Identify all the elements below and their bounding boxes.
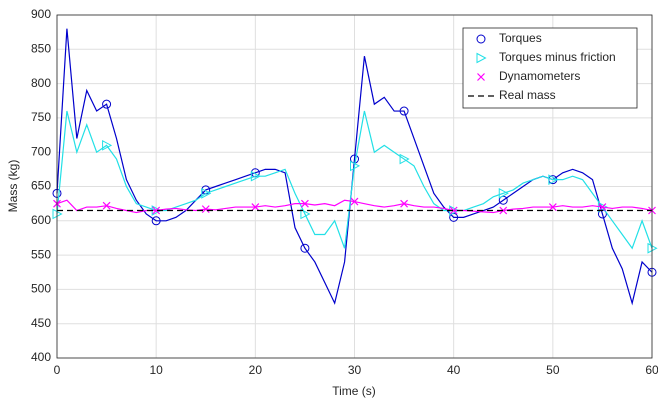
marker	[251, 203, 260, 212]
x-tick-label: 10	[149, 363, 163, 377]
legend-label: Real mass	[499, 88, 556, 102]
marker	[102, 99, 112, 109]
x-tick-label: 40	[447, 363, 461, 377]
marker	[350, 160, 361, 172]
marker	[201, 205, 210, 214]
marker	[400, 199, 409, 208]
marker	[548, 174, 559, 185]
y-tick-label: 700	[31, 144, 51, 158]
legend-label: Torques	[499, 31, 542, 45]
legend-marker	[476, 52, 487, 64]
marker	[548, 203, 557, 212]
legend-label: Torques minus friction	[499, 50, 616, 64]
y-tick-label: 850	[31, 41, 51, 55]
marker	[250, 170, 261, 182]
y-tick-label: 550	[31, 247, 51, 261]
x-tick-label: 0	[54, 363, 61, 377]
y-tick-label: 650	[31, 179, 51, 193]
y-tick-label: 900	[31, 7, 51, 21]
y-tick-label: 750	[31, 110, 51, 124]
marker	[449, 206, 458, 215]
marker	[201, 188, 212, 199]
marker	[498, 188, 509, 199]
marker	[399, 153, 410, 165]
x-tick-label: 20	[249, 363, 263, 377]
x-tick-label: 50	[546, 363, 560, 377]
x-axis-label: Time (s)	[332, 384, 376, 398]
marker	[350, 197, 359, 206]
marker	[598, 203, 607, 212]
y-axis-label: Mass (kg)	[6, 160, 20, 213]
y-tick-label: 500	[31, 282, 51, 296]
marker	[300, 199, 309, 208]
legend-marker	[476, 34, 486, 44]
legend-box	[462, 27, 638, 109]
y-tick-label: 800	[31, 76, 51, 90]
legend-label: Dynamometers	[499, 69, 580, 83]
marker	[499, 206, 508, 215]
marker	[152, 206, 161, 215]
marker	[102, 201, 111, 210]
x-tick-label: 30	[348, 363, 362, 377]
marker	[300, 243, 310, 253]
marker	[151, 216, 161, 226]
axes-box	[56, 14, 653, 359]
x-tick-label: 60	[645, 363, 658, 377]
legend-marker	[477, 73, 485, 81]
marker	[102, 140, 113, 151]
y-tick-label: 450	[31, 316, 51, 330]
marker	[300, 208, 311, 220]
marker	[399, 106, 409, 116]
y-tick-label: 400	[31, 350, 51, 364]
y-tick-label: 600	[31, 213, 51, 227]
